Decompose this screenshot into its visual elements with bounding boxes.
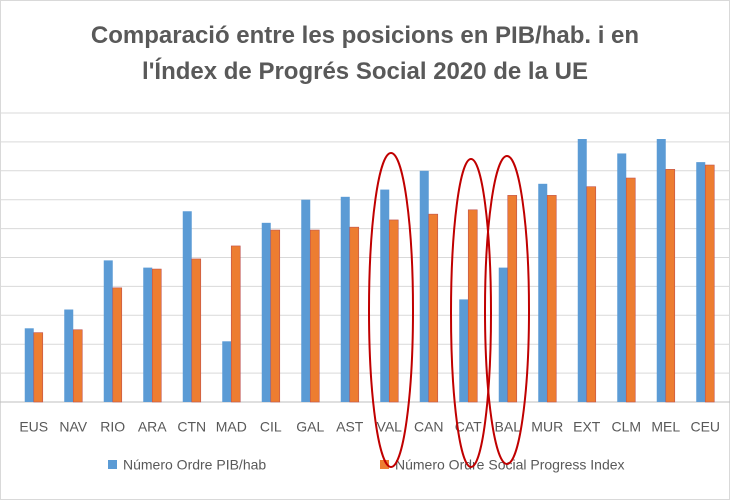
x-tick-label: CAT [455, 419, 482, 435]
bar [340, 196, 350, 402]
bar [143, 267, 153, 402]
bar [656, 139, 666, 402]
x-tick-label: VAL [377, 419, 403, 435]
x-tick-label: RIO [100, 419, 125, 435]
bar [577, 139, 587, 402]
bar [696, 162, 706, 402]
bar [222, 341, 232, 402]
bar [704, 164, 715, 403]
bar [112, 287, 123, 403]
x-tick-label: CTN [177, 419, 206, 435]
bar [419, 170, 429, 402]
x-tick-label: EUS [19, 419, 48, 435]
legend-swatch [380, 460, 389, 469]
highlight-ellipse [450, 158, 492, 468]
x-tick-label: AST [336, 419, 364, 435]
bar [459, 299, 469, 402]
x-tick-label: CLM [611, 419, 641, 435]
bar [182, 211, 192, 402]
bar [103, 260, 113, 402]
bar [64, 309, 74, 402]
x-tick-label: MAD [216, 419, 247, 435]
x-tick-label: GAL [296, 419, 324, 435]
legend-label: Número Ordre Social Progress Index [395, 457, 625, 473]
bar [349, 226, 360, 403]
bar [33, 332, 44, 403]
bar [428, 213, 439, 403]
x-tick-label: EXT [573, 419, 601, 435]
bar [467, 209, 478, 403]
bar [270, 229, 281, 403]
bar [586, 186, 597, 403]
legend-swatch [108, 460, 117, 469]
bar [191, 258, 202, 403]
x-tick-label: NAV [59, 419, 87, 435]
x-tick-label: CAN [414, 419, 444, 435]
bar [498, 267, 508, 402]
x-tick-label: BAL [495, 419, 522, 435]
legend-label: Número Ordre PIB/hab [123, 457, 266, 473]
highlight-ellipse [368, 152, 414, 468]
bar [625, 177, 636, 403]
bar [388, 219, 399, 403]
bar [301, 199, 311, 402]
x-tick-label: MEL [651, 419, 680, 435]
bar [380, 189, 390, 402]
bar [72, 329, 83, 403]
x-tick-label: CIL [260, 419, 282, 435]
bar [261, 222, 271, 402]
bar [507, 195, 518, 403]
bar [665, 169, 676, 403]
bar [230, 245, 241, 403]
bar [24, 328, 34, 402]
bar [617, 153, 627, 402]
x-tick-label: CEU [690, 419, 720, 435]
x-tick-label: MUR [531, 419, 563, 435]
bar [309, 229, 320, 403]
bar [151, 268, 162, 403]
bar [538, 183, 548, 402]
bar [546, 195, 557, 403]
chart-title: Comparació entre les posicions en PIB/ha… [90, 22, 640, 85]
x-tick-label: ARA [138, 419, 167, 435]
highlight-ellipse [484, 155, 530, 465]
